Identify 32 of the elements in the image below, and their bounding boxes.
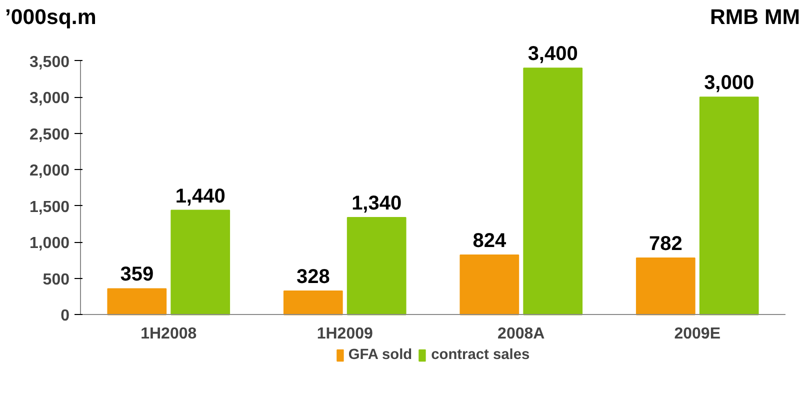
bar — [699, 96, 759, 316]
y-tick-label: 0 — [60, 308, 70, 325]
data-label: 3,400 — [528, 43, 578, 66]
bar — [107, 288, 167, 316]
data-label: 1,340 — [352, 192, 402, 215]
y2-axis-title: RMB MM — [710, 4, 800, 31]
bar — [346, 217, 406, 316]
y-tick-label: 2,000 — [29, 162, 70, 180]
data-label: 1,440 — [175, 185, 226, 208]
data-label: 824 — [472, 230, 507, 252]
data-label: 782 — [648, 233, 682, 256]
x-tick-label: 1H2009 — [316, 326, 373, 343]
y-tick-label: 1,000 — [29, 235, 70, 252]
legend-label: contract sales — [431, 347, 530, 363]
data-label: 359 — [120, 264, 154, 286]
data-label: 328 — [296, 266, 330, 288]
y-axis-title: ’000sq.m — [5, 4, 96, 31]
bar — [283, 290, 343, 316]
bar — [636, 258, 696, 316]
x-tick-label: 1H2008 — [140, 326, 197, 343]
bar — [523, 68, 583, 316]
y-tick-label: 3,500 — [29, 54, 70, 71]
y-tick-label: 500 — [42, 271, 70, 288]
y-tick-label: 1,500 — [29, 198, 70, 216]
y-tick-label: 2,500 — [29, 126, 70, 144]
y-tick-label: 3,000 — [29, 90, 70, 108]
data-label: 3,000 — [704, 72, 754, 94]
bar — [170, 210, 230, 316]
bar — [460, 254, 520, 316]
legend-label: GFA sold — [348, 347, 412, 363]
x-tick-label: 2009E — [674, 326, 721, 343]
x-tick-label: 2008A — [498, 326, 546, 343]
